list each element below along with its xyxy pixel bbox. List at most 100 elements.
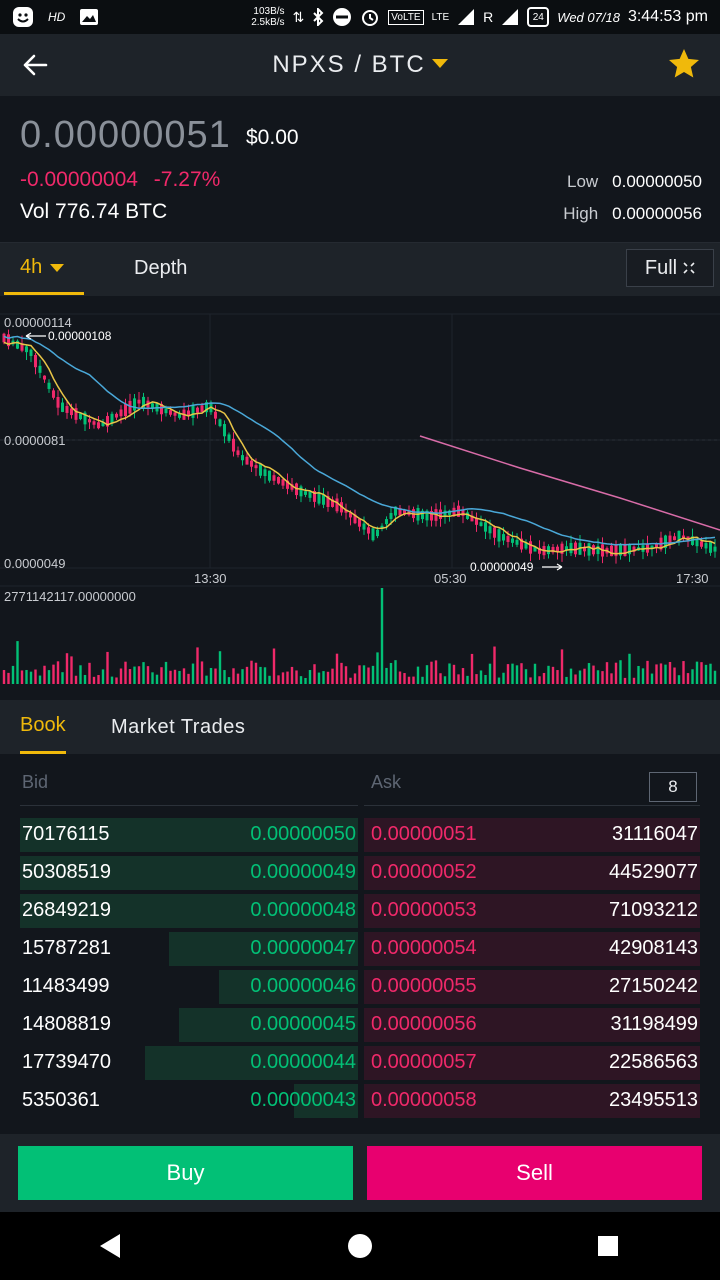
star-icon	[669, 49, 699, 78]
ask-price: 0.00000057	[371, 1051, 477, 1073]
volume-bar	[196, 647, 199, 684]
candle	[65, 406, 69, 413]
candle	[367, 527, 370, 534]
volume-bar	[538, 676, 541, 684]
price-chart[interactable]: 0.00000114 0.0000081 0.0000049 13:30 05:…	[0, 296, 720, 692]
volume-bar	[331, 668, 334, 684]
candle	[241, 455, 244, 461]
volume-bar	[223, 670, 226, 684]
ask-price: 0.00000056	[371, 1013, 477, 1035]
volume-bar	[704, 664, 708, 684]
max-marker: 0.00000108	[48, 329, 112, 343]
candle	[313, 491, 316, 502]
volume-bar	[493, 646, 496, 684]
candle	[268, 470, 271, 481]
candle	[223, 424, 226, 437]
candle	[389, 513, 393, 519]
volume-bar	[173, 669, 177, 684]
volume-bar	[133, 666, 136, 684]
volume-bar	[551, 666, 555, 684]
candle	[430, 510, 433, 521]
candle	[7, 334, 10, 347]
chart-area[interactable]: 0.00000114 0.0000081 0.0000049 13:30 05:…	[0, 296, 720, 692]
candle	[47, 382, 51, 389]
book-row[interactable]: 11483499 0.00000046 0.00000055 27150242	[0, 968, 720, 1006]
high-label: High	[563, 204, 599, 223]
volume-bar	[367, 667, 370, 684]
y-label-mid: 0.0000081	[4, 433, 65, 448]
candle	[623, 543, 627, 557]
volume-bar	[335, 653, 339, 684]
interval-label: 4h	[20, 256, 43, 278]
candle	[488, 526, 492, 534]
nav-home-icon[interactable]	[348, 1234, 372, 1258]
candle	[101, 422, 105, 427]
candle	[475, 517, 478, 525]
bid-depth-bar	[179, 1008, 358, 1042]
book-row[interactable]: 26849219 0.00000048 0.00000053 71093212	[0, 892, 720, 930]
volume-bar	[182, 668, 186, 684]
volume-bar	[533, 663, 537, 684]
price-change: -0.00000004 -7.27%	[20, 168, 220, 192]
candle	[137, 399, 141, 404]
volume-bar	[385, 667, 388, 684]
nav-back-icon[interactable]	[100, 1234, 120, 1258]
depth-selector[interactable]: 8	[649, 772, 697, 802]
tab-book[interactable]: Book	[20, 700, 66, 754]
volume-bar	[389, 662, 393, 684]
volume-bar	[376, 652, 379, 684]
pair-selector[interactable]: NPXS / BTC	[272, 51, 448, 79]
volume-bar	[515, 665, 519, 684]
ask-price: 0.00000053	[371, 899, 477, 921]
book-row[interactable]: 70176115 0.00000050 0.00000051 31116047	[0, 816, 720, 854]
nav-recents-icon[interactable]	[598, 1236, 618, 1256]
ticker-panel: 0.00000051 $0.00 -0.00000004 -7.27% Vol …	[0, 96, 720, 242]
volume-bar	[263, 667, 267, 684]
tab-interval[interactable]: 4h	[4, 243, 84, 295]
book-row[interactable]: 14808819 0.00000045 0.00000056 31198499	[0, 1006, 720, 1044]
volume-bar	[56, 661, 60, 684]
system-nav-bar	[0, 1212, 720, 1280]
candle	[196, 407, 199, 413]
book-row[interactable]: 50308519 0.00000049 0.00000052 44529077	[0, 854, 720, 892]
volume-bar	[155, 674, 159, 684]
ask-price: 0.00000058	[371, 1089, 477, 1111]
volume-bar	[227, 677, 231, 684]
volume-bar	[380, 588, 384, 684]
volume-bar	[394, 660, 397, 684]
volume-bar	[668, 661, 672, 684]
volume-bar	[475, 674, 478, 684]
volume-bar	[556, 670, 559, 684]
sell-button[interactable]: Sell	[367, 1146, 702, 1200]
book-tabs: Book Market Trades	[0, 700, 720, 754]
candle	[538, 547, 541, 554]
candle	[371, 528, 375, 541]
ask-depth-bar	[364, 970, 700, 1004]
candle	[673, 536, 676, 541]
candle	[335, 498, 339, 512]
buy-button[interactable]: Buy	[18, 1146, 353, 1200]
ask-depth-bar	[364, 932, 700, 966]
volume-bar	[277, 675, 280, 684]
tab-depth[interactable]: Depth	[134, 257, 188, 279]
ask-qty: 71093212	[609, 899, 698, 921]
book-row[interactable]: 5350361 0.00000043 0.00000058 23495513	[0, 1082, 720, 1120]
volume-bar	[205, 675, 208, 684]
book-row[interactable]: 15787281 0.00000047 0.00000054 42908143	[0, 930, 720, 968]
back-button[interactable]	[18, 48, 52, 82]
candle	[695, 538, 699, 547]
volume-bar	[403, 673, 406, 684]
candle	[250, 460, 253, 467]
volume-bar	[610, 673, 613, 684]
book-row[interactable]: 17739470 0.00000044 0.00000057 22586563	[0, 1044, 720, 1082]
volume-bar	[520, 663, 523, 684]
candle	[56, 397, 60, 408]
fullscreen-button[interactable]: Full	[626, 249, 714, 287]
ask-depth-bar	[364, 1084, 700, 1118]
volume-bar	[470, 653, 474, 684]
favorite-button[interactable]	[666, 46, 702, 82]
volume-bar	[232, 668, 235, 684]
tab-market-trades[interactable]: Market Trades	[111, 716, 246, 738]
volume-bar	[362, 665, 366, 684]
volume-bar	[124, 661, 127, 684]
